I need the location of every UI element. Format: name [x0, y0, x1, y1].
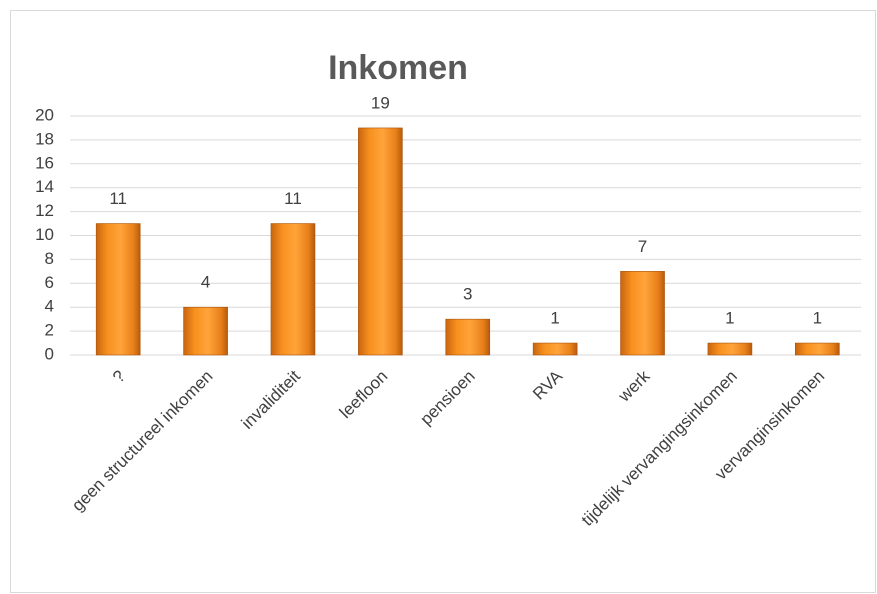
y-tick-label: 6: [45, 273, 54, 292]
bar: [270, 223, 316, 356]
y-tick-label: 8: [45, 249, 54, 268]
y-tick-label: 18: [35, 129, 54, 148]
data-label: 1: [550, 309, 559, 328]
chart-title: Inkomen: [328, 49, 468, 87]
data-label: 11: [109, 189, 127, 208]
bar: [532, 342, 578, 356]
y-tick-label: 12: [35, 201, 54, 220]
bar: [445, 318, 491, 356]
data-label: 11: [284, 189, 302, 208]
y-tick-label: 0: [45, 344, 54, 363]
bar: [358, 127, 403, 356]
y-tick-label: 16: [35, 153, 54, 172]
data-label: 7: [638, 237, 647, 256]
y-tick-label: 2: [45, 321, 54, 340]
chart-border: [10, 10, 876, 593]
y-tick-label: 20: [35, 105, 54, 124]
data-label: 1: [725, 309, 734, 328]
y-tick-label: 4: [45, 297, 54, 316]
bar: [183, 306, 228, 356]
data-label: 3: [463, 285, 472, 304]
bar: [707, 342, 753, 356]
bar: [95, 223, 141, 356]
bar: [795, 342, 840, 356]
bar: [620, 271, 665, 356]
data-label: 19: [371, 93, 390, 112]
data-label: 4: [201, 273, 210, 292]
y-tick-label: 14: [35, 177, 54, 196]
data-label: 1: [813, 309, 822, 328]
y-tick-label: 10: [35, 225, 54, 244]
